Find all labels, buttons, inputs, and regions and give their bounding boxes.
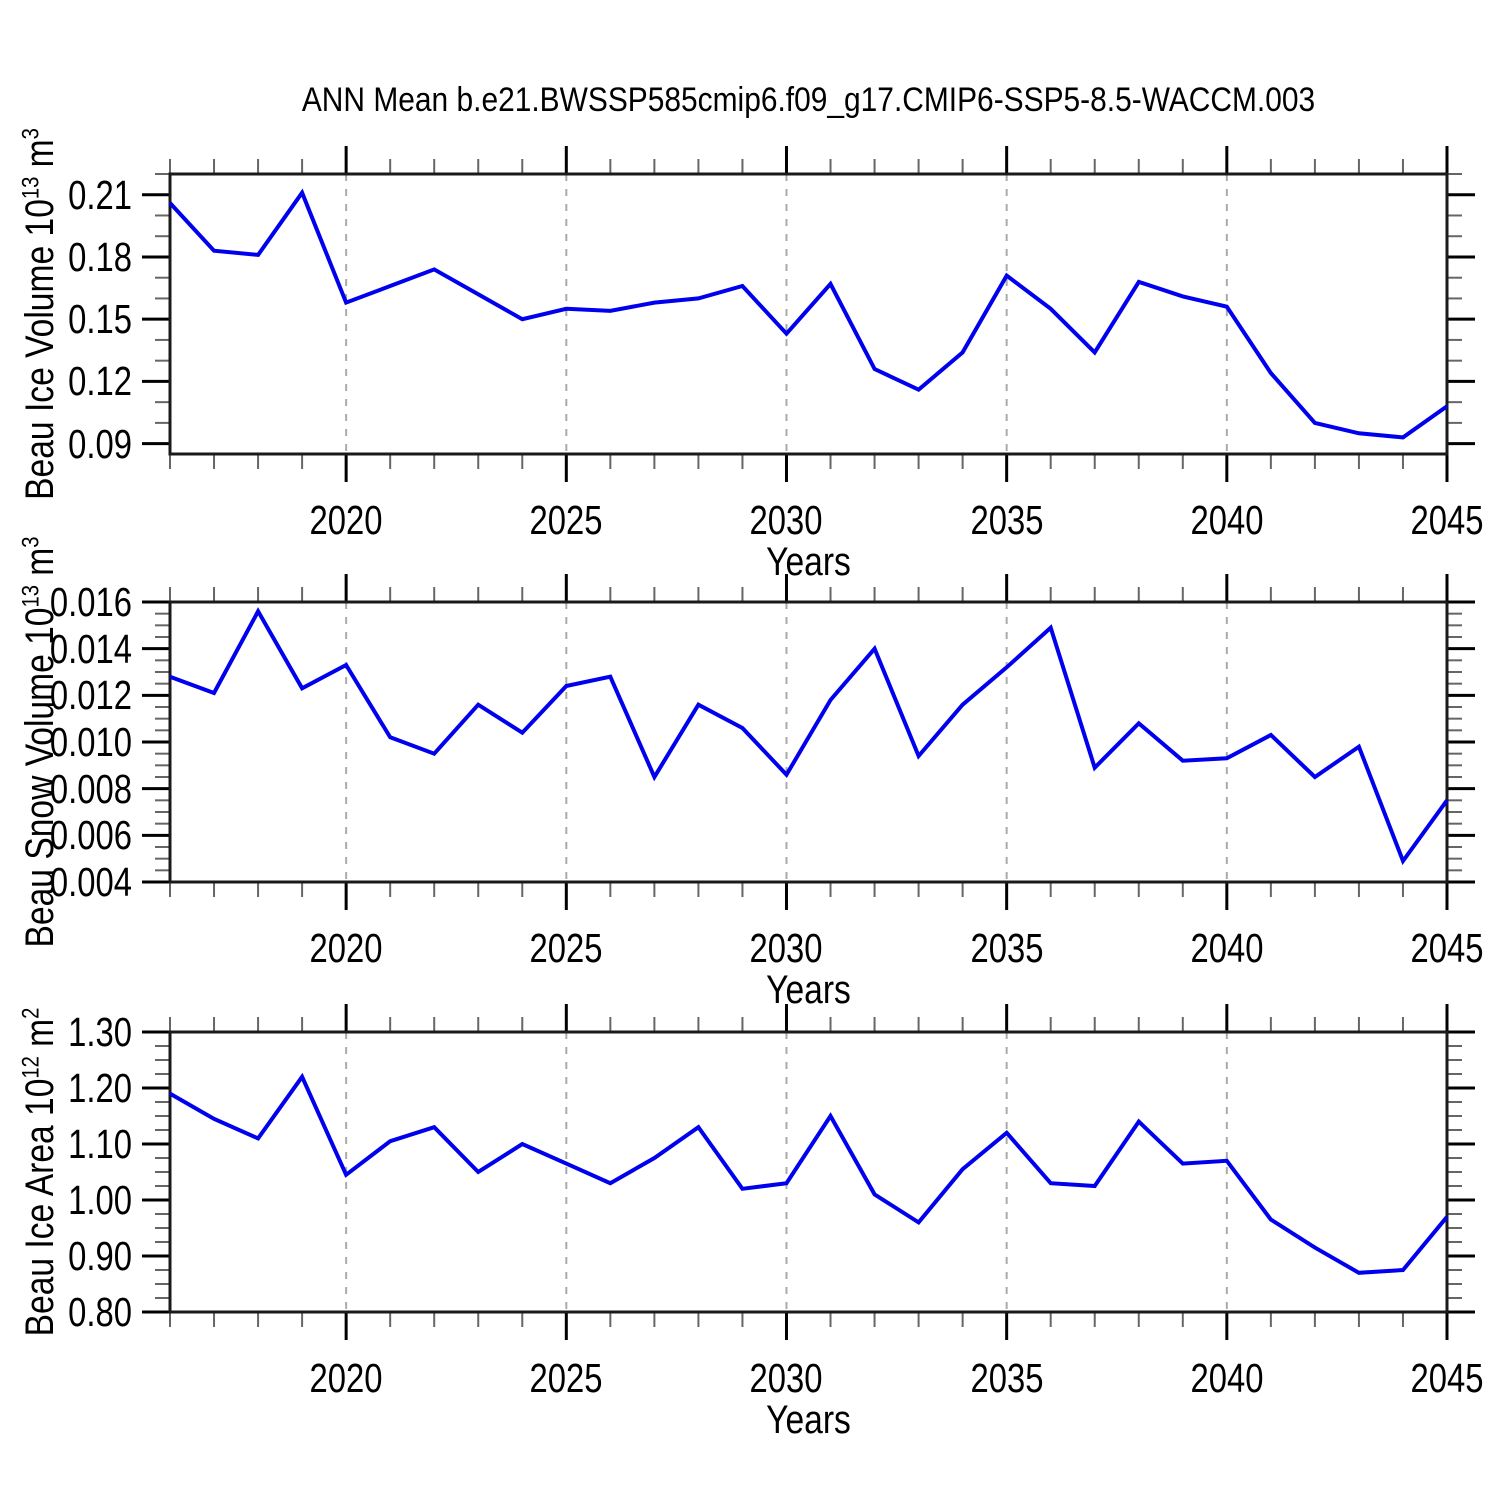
x-axis-title: Years <box>766 1398 851 1442</box>
y-tick-label: 0.21 <box>68 172 132 218</box>
y-tick-label: 0.016 <box>49 579 132 625</box>
x-axis-title: Years <box>766 540 851 584</box>
x-tick-label: 2040 <box>1190 497 1264 543</box>
x-tick-label: 2035 <box>970 925 1044 971</box>
y-tick-label: 1.20 <box>68 1065 132 1111</box>
y-tick-label: 0.012 <box>49 672 132 718</box>
x-tick-label: 2030 <box>749 1355 823 1401</box>
y-axis-title-text: m <box>18 139 62 177</box>
y-axis-title-superscript: 3 <box>17 128 45 140</box>
panel-beau-ice-volume-m-plot <box>142 146 1475 482</box>
x-tick-label: 2035 <box>970 1355 1044 1401</box>
y-axis-title-text: m <box>18 547 62 586</box>
y-tick-label: 0.014 <box>49 626 132 672</box>
x-tick-label: 2045 <box>1410 1355 1484 1401</box>
y-axis-title-superscript: 12 <box>17 1056 45 1079</box>
y-axis-title-superscript: 3 <box>17 536 45 548</box>
y-tick-label: 1.00 <box>68 1177 132 1223</box>
x-tick-label: 2030 <box>749 497 823 543</box>
x-tick-label: 2025 <box>529 1355 603 1401</box>
x-tick-label: 2035 <box>970 497 1044 543</box>
x-tick-label: 2025 <box>529 925 603 971</box>
y-axis-title-superscript: 13 <box>17 176 45 200</box>
y-tick-label: 0.15 <box>68 296 132 342</box>
panel-beau-ice-area-m-plot <box>142 1004 1475 1340</box>
data-line <box>169 607 1449 866</box>
panel-beau-snow-volume-m-plot <box>142 574 1475 910</box>
x-tick-label: 2045 <box>1410 497 1484 543</box>
plot-frame <box>168 1030 1449 1314</box>
x-tick-label: 2025 <box>529 497 603 543</box>
plot-frame <box>168 172 1449 456</box>
y-tick-label: 0.80 <box>68 1289 132 1335</box>
y-axis-title-superscript: 13 <box>17 585 45 608</box>
y-axis-title-text: Beau Snow Volume 10 <box>18 607 62 948</box>
y-tick-label: 0.12 <box>68 358 132 404</box>
chart-title: ANN Mean b.e21.BWSSP585cmip6.f09_g17.CMI… <box>301 81 1316 119</box>
x-axis-title: Years <box>766 968 851 1012</box>
x-tick-label: 2020 <box>309 1355 383 1401</box>
y-tick-label: 0.008 <box>49 766 132 812</box>
y-tick-label: 1.10 <box>68 1121 132 1167</box>
data-line <box>169 1072 1449 1275</box>
x-tick-label: 2045 <box>1410 925 1484 971</box>
y-axis-title-text: Beau Ice Area 10 <box>18 1078 62 1337</box>
x-tick-label: 2030 <box>749 925 823 971</box>
y-tick-label: 0.09 <box>68 421 132 467</box>
y-axis-title-superscript: 2 <box>17 1007 45 1019</box>
y-tick-label: 1.30 <box>68 1009 132 1055</box>
y-axis-title-text: Beau Ice Volume 10 <box>18 199 62 500</box>
data-line <box>168 188 1449 440</box>
x-tick-label: 2020 <box>309 497 383 543</box>
x-tick-label: 2020 <box>309 925 383 971</box>
y-axis-title-text: m <box>18 1018 62 1057</box>
y-tick-label: 0.006 <box>49 812 132 858</box>
plot-frame <box>168 600 1449 884</box>
x-tick-label: 2040 <box>1190 925 1264 971</box>
y-tick-label: 0.90 <box>68 1233 132 1279</box>
y-tick-label: 0.010 <box>49 719 132 765</box>
y-tick-label: 0.004 <box>49 859 132 905</box>
y-axis-title: Beau Ice Area 1012 m2 <box>16 920 64 1424</box>
x-tick-label: 2040 <box>1190 1355 1264 1401</box>
y-axis-title: Beau Snow Volume 1013 m3 <box>16 490 64 994</box>
y-tick-label: 0.18 <box>68 234 132 280</box>
